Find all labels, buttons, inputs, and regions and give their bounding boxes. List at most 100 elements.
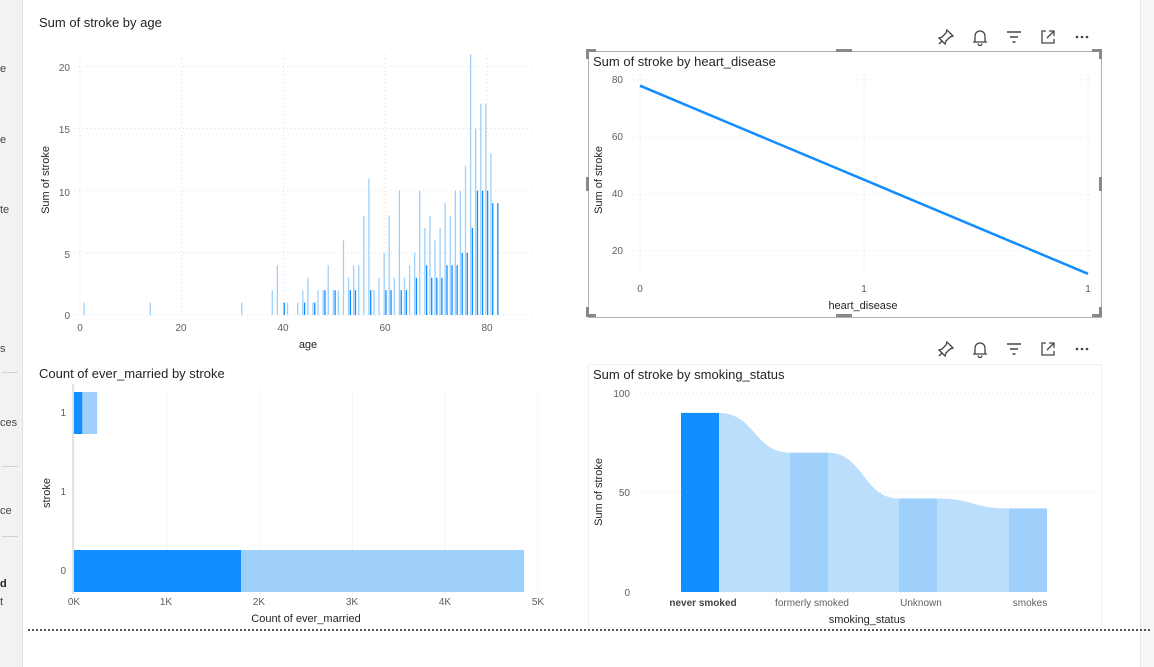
y-tick: 0 xyxy=(624,588,630,599)
resize-handle[interactable] xyxy=(1099,177,1102,191)
x-tick: 1 xyxy=(1085,284,1091,295)
y-ticks: 1 1 0 xyxy=(60,408,66,577)
resize-handle[interactable] xyxy=(836,49,852,52)
visual-stroke-by-smoking-status[interactable]: Sum of stroke by smoking_status xyxy=(588,364,1102,628)
bar-dark xyxy=(349,290,352,315)
y-ticks: 0 5 10 15 20 xyxy=(59,63,71,322)
bar xyxy=(681,412,719,592)
more-options-icon[interactable] xyxy=(1072,27,1092,47)
focus-mode-icon[interactable] xyxy=(1038,27,1058,47)
sidebar-divider xyxy=(2,372,18,373)
bar-segment xyxy=(82,392,98,434)
bar-dark xyxy=(436,277,438,315)
sidebar-text: t xyxy=(0,596,4,608)
data-line xyxy=(639,84,1089,275)
more-options-icon[interactable] xyxy=(1072,339,1092,359)
bar-dark xyxy=(446,265,448,315)
x-tick: 60 xyxy=(379,323,391,334)
sidebar-text: te xyxy=(0,204,10,216)
y-axis-title: Sum of stroke xyxy=(593,146,605,214)
x-tick: formerly smoked xyxy=(775,598,849,609)
bar-light xyxy=(337,290,340,315)
resize-handle[interactable] xyxy=(586,307,589,317)
x-ticks: 0 20 40 60 80 xyxy=(77,323,493,334)
x-tick: 0K xyxy=(68,597,81,608)
visual-title: Sum of stroke by smoking_status xyxy=(593,367,785,382)
bar-dark xyxy=(487,190,489,315)
bar-light xyxy=(378,277,380,315)
resize-handle[interactable] xyxy=(586,49,596,52)
sidebar-text: s xyxy=(0,343,6,355)
y-tick: 20 xyxy=(612,246,624,257)
y-tick: 60 xyxy=(612,132,624,143)
bar-light xyxy=(485,103,487,315)
bell-icon[interactable] xyxy=(970,339,990,359)
x-ticks: never smoked formerly smoked Unknown smo… xyxy=(669,598,1047,609)
bar-dark xyxy=(283,302,285,315)
bar-light xyxy=(383,252,385,315)
visual-header-toolbar xyxy=(936,27,1092,47)
chart-ever-married-by-stroke[interactable]: 1 1 0 0K 1K 2K 3K 4K 5K Count of ever_ma… xyxy=(30,384,550,628)
bar-dark xyxy=(334,290,336,315)
chart-stroke-by-heart-disease[interactable]: 20 40 60 80 0 1 1 heart_disease Sum of s… xyxy=(588,70,1100,316)
resize-handle[interactable] xyxy=(586,177,589,191)
bar-light xyxy=(358,265,360,315)
bar-segment xyxy=(74,550,242,592)
bar-light xyxy=(317,290,319,315)
resize-handle[interactable] xyxy=(1092,314,1102,317)
y-tick: 40 xyxy=(612,189,624,200)
bar-segment xyxy=(74,392,83,434)
bar-dark xyxy=(461,252,463,315)
bell-icon[interactable] xyxy=(970,27,990,47)
resize-handle[interactable] xyxy=(1099,307,1102,317)
resize-handle[interactable] xyxy=(1092,49,1102,52)
resize-handle[interactable] xyxy=(586,314,596,317)
bar-light xyxy=(352,265,355,315)
y-axis-title: Sum of stroke xyxy=(593,458,605,526)
y-tick: 100 xyxy=(613,389,630,400)
bar-dark xyxy=(466,252,468,315)
y-tick: 15 xyxy=(59,125,71,136)
y-tick: 1 xyxy=(60,487,66,498)
page-boundary xyxy=(28,629,1150,631)
filters-pane-collapsed[interactable]: e e te s ces ce d t xyxy=(0,0,23,667)
y-tick: 80 xyxy=(612,75,624,86)
bar-light xyxy=(342,240,345,315)
chart-stroke-by-smoking-status[interactable]: 0 50 100 never smoked formerly smoked Un… xyxy=(588,384,1100,628)
sidebar-text: ces xyxy=(0,417,18,429)
bar-dark xyxy=(385,290,387,315)
y-axis-title: stroke xyxy=(41,478,53,508)
bar-dark xyxy=(324,290,326,315)
bar-light xyxy=(469,53,472,315)
x-tick: 20 xyxy=(175,323,187,334)
resize-handle[interactable] xyxy=(836,314,852,317)
bar-light xyxy=(388,215,390,315)
bar-dark xyxy=(400,290,402,315)
bar-light xyxy=(454,190,456,315)
visual-ever-married-by-stroke[interactable]: Count of ever_married by stroke xyxy=(30,360,550,625)
bar-light xyxy=(271,290,273,315)
pin-icon[interactable] xyxy=(936,27,956,47)
visual-stroke-by-age[interactable]: Sum of stroke by age xyxy=(30,8,550,353)
resize-handle[interactable] xyxy=(1099,49,1102,59)
sidebar-text: d xyxy=(0,578,7,590)
bar-light xyxy=(149,302,151,315)
x-axis-title: Count of ever_married xyxy=(251,613,360,625)
chart-stroke-by-age[interactable]: 0 20 40 60 80 0 5 10 15 20 age Sum of st… xyxy=(30,40,550,355)
filter-icon[interactable] xyxy=(1004,27,1024,47)
bar-dark xyxy=(481,190,484,315)
focus-mode-icon[interactable] xyxy=(1038,339,1058,359)
x-tick: 5K xyxy=(532,597,545,608)
x-tick: 40 xyxy=(277,323,289,334)
filter-icon[interactable] xyxy=(1004,339,1024,359)
bar-light xyxy=(480,103,482,315)
pin-icon[interactable] xyxy=(936,339,956,359)
resize-handle[interactable] xyxy=(586,49,589,59)
right-scrollbar[interactable] xyxy=(1140,0,1154,667)
bar-light xyxy=(297,302,299,315)
y-tick: 20 xyxy=(59,63,71,74)
bar-light xyxy=(327,265,329,315)
bar-dark xyxy=(456,265,458,315)
x-ticks: 0 1 1 xyxy=(637,284,1091,295)
bar-light xyxy=(490,153,492,315)
